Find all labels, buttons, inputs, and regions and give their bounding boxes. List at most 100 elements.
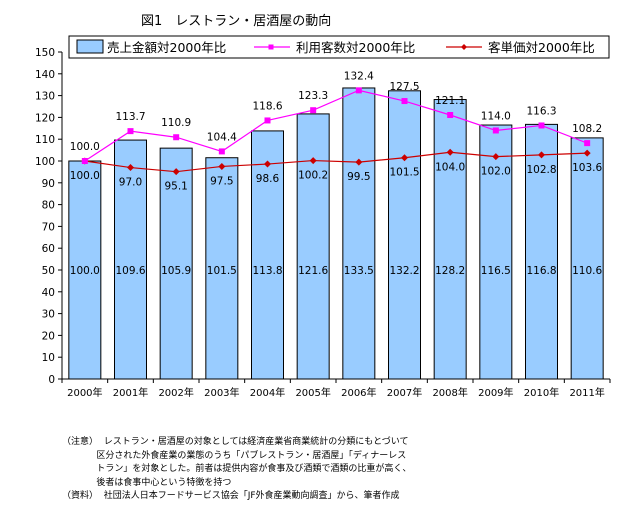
bar-label-sales: 116.8: [526, 265, 556, 277]
bar-sales: [388, 90, 421, 380]
data-label-unit-price: 102.8: [526, 164, 556, 176]
point-unit-price: [264, 160, 271, 168]
data-label-unit-price: 99.5: [347, 171, 370, 183]
series-line-unit-price: [84, 151, 588, 173]
y-tick-label: 60: [42, 243, 55, 255]
legend-label-sales: 売上金額対2000年比: [107, 40, 226, 55]
data-label-customers: 114.0: [481, 110, 511, 122]
x-tick-label: 2000年: [67, 386, 102, 399]
point-customers: [584, 140, 591, 147]
bar-label-sales: 105.9: [161, 265, 191, 277]
data-label-customers: 127.5: [389, 81, 419, 93]
bar-label-sales: 110.6: [572, 265, 602, 277]
bar-sales: [159, 147, 193, 380]
bar-label-sales: 113.8: [252, 265, 282, 277]
bar-label-sales: 132.2: [389, 265, 419, 277]
x-tick-label: 2010年: [524, 386, 559, 399]
point-customers: [173, 134, 180, 141]
x-tick-label: 2002年: [158, 386, 193, 399]
data-label-customers: 104.4: [207, 131, 237, 143]
point-customers: [355, 87, 362, 94]
point-unit-price: [401, 154, 408, 162]
y-tick-label: 150: [35, 47, 55, 59]
chart-title: 図1 レストラン・居酒屋の動向: [141, 14, 332, 29]
x-tick-label: 2011年: [569, 386, 604, 399]
point-unit-price: [538, 151, 545, 159]
note-line-4: 後者は食事中心という特徴を持つ: [62, 477, 232, 488]
y-tick-label: 100: [35, 156, 55, 168]
data-label-unit-price: 95.1: [164, 181, 187, 193]
note-line-2: 区分された外食産業の業態のうち「パブレストラン・居酒屋」「ディナーレス: [62, 450, 407, 461]
bar-sales: [479, 124, 513, 380]
y-tick-label: 0: [48, 374, 55, 386]
data-label-unit-price: 100.0: [70, 170, 100, 182]
point-customers: [310, 107, 317, 114]
point-unit-price: [492, 153, 500, 161]
data-label-customers: 113.7: [115, 111, 145, 123]
legend-box: [68, 35, 610, 59]
y-tick-label: 120: [35, 112, 55, 124]
y-tick-label: 80: [42, 200, 55, 212]
legend-label-unit-price: 客単価対2000年比: [488, 40, 595, 55]
x-tick-label: 2004年: [250, 386, 285, 399]
y-tick-label: 130: [35, 91, 55, 103]
point-unit-price: [309, 157, 317, 165]
source-line: （資料） 社団法人日本フードサービス協会「JF外食産業動向調査」から、筆者作成: [62, 491, 400, 501]
x-tick-label: 2006年: [341, 386, 376, 399]
x-tick-label: 2009年: [478, 386, 513, 399]
data-label-unit-price: 102.0: [481, 166, 511, 178]
bar-label-sales: 121.6: [298, 265, 328, 277]
point-unit-price: [583, 149, 591, 157]
y-tick-label: 10: [42, 352, 55, 364]
data-label-unit-price: 103.6: [572, 162, 602, 174]
bar-label-sales: 133.5: [344, 265, 374, 277]
note-line-3: トラン」を対象とした。前者は提供内容が食事及び酒類で酒類の比重が高く、: [62, 464, 412, 474]
y-tick-label: 70: [42, 221, 55, 233]
x-tick-label: 2001年: [113, 386, 148, 399]
bar-label-sales: 109.6: [115, 265, 145, 277]
point-customers: [447, 112, 454, 119]
chart-canvas: 売上金額対2000年比 利用客数対2000年比 客単価対2000年比 0 10 20 30 4…: [35, 35, 611, 399]
x-tick-label: 2008年: [432, 386, 467, 399]
data-label-unit-price: 104.0: [435, 161, 465, 173]
y-tick-label: 40: [42, 287, 55, 299]
bar-sales: [433, 99, 467, 380]
data-label-customers: 123.3: [298, 90, 328, 102]
data-label-customers: 118.6: [252, 100, 282, 112]
data-label-unit-price: 97.0: [119, 177, 142, 189]
data-label-customers: 116.3: [526, 105, 556, 117]
point-customers: [538, 122, 545, 129]
legend-label-customers: 利用客数対2000年比: [296, 40, 415, 55]
x-tick-label: 2003年: [204, 386, 239, 399]
y-tick-label: 90: [42, 178, 55, 190]
point-unit-price: [172, 168, 180, 176]
bar-sales: [205, 157, 239, 380]
note-line-1: （注意） レストラン・居酒屋の対象としては経済産業省商業統計の分類にもとづいて: [62, 437, 409, 447]
bar-sales: [68, 160, 102, 380]
legend-swatch-sales: [76, 39, 104, 54]
bar-sales: [296, 113, 330, 380]
data-label-customers: 108.2: [572, 123, 602, 135]
point-unit-price: [218, 162, 226, 170]
data-label-customers: 100.0: [70, 141, 100, 153]
bar-label-sales: 100.0: [70, 265, 100, 277]
data-label-unit-price: 97.5: [210, 175, 233, 187]
bar-sales: [114, 139, 147, 380]
point-unit-price: [355, 158, 363, 166]
x-tick-label: 2005年: [295, 386, 330, 399]
data-label-unit-price: 100.2: [298, 170, 328, 182]
footnotes: （注意） レストラン・居酒屋の対象としては経済産業省商業統計の分類にもとづいて …: [62, 436, 411, 504]
legend-marker-unit-price: [461, 44, 467, 50]
point-unit-price: [127, 164, 134, 172]
bar-label-sales: 116.5: [481, 265, 511, 277]
legend-marker-customers: [268, 44, 274, 50]
data-label-customers: 132.4: [344, 70, 374, 82]
point-customers: [81, 158, 88, 164]
data-label-customers: 110.9: [161, 117, 191, 129]
y-tick-label: 20: [42, 330, 55, 342]
data-label-customers: 121.1: [435, 95, 465, 107]
point-customers: [264, 117, 271, 124]
y-tick-label: 140: [35, 69, 55, 81]
bar-sales: [342, 87, 376, 380]
point-unit-price: [446, 148, 454, 156]
